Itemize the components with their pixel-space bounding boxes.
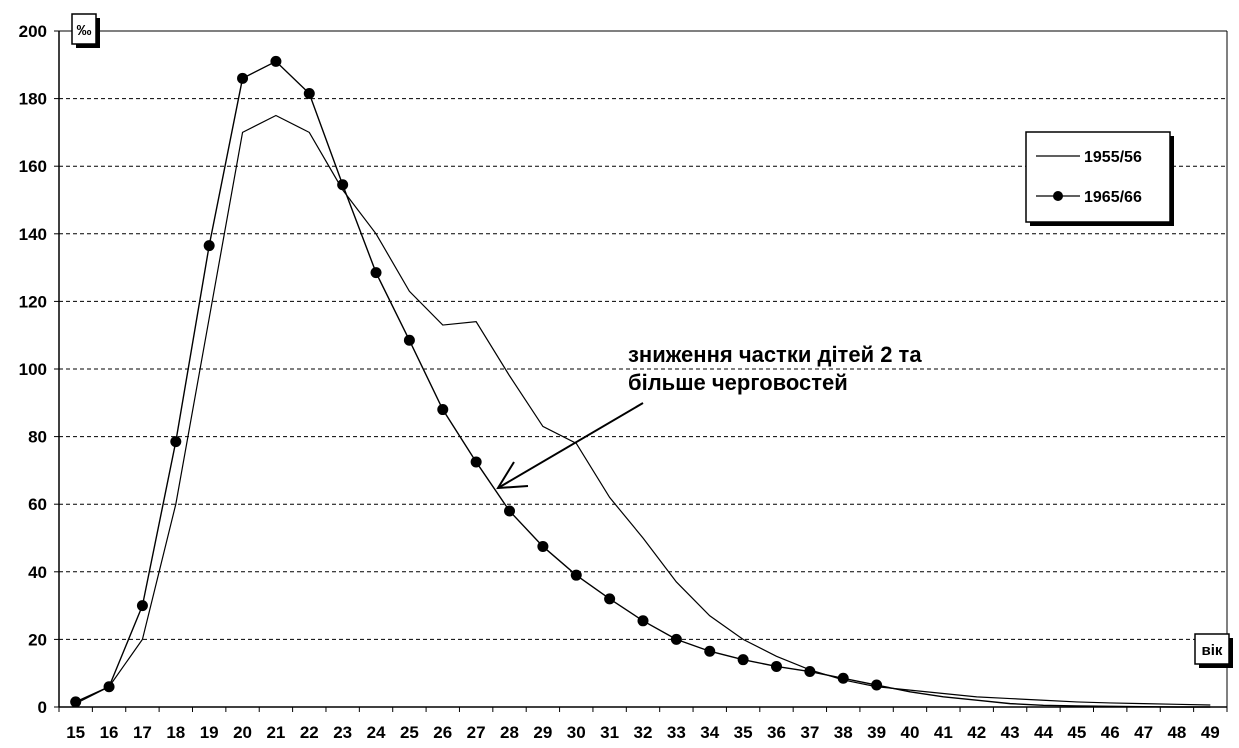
data-point — [170, 436, 182, 448]
legend-label-1955: 1955/56 — [1084, 149, 1142, 166]
data-point — [470, 456, 482, 468]
y-tick-labels: 0 20 40 60 80 100 120 140 160 180 200 — [19, 22, 47, 717]
annotation: зниження частки дітей 2 та більше чергов… — [496, 342, 922, 490]
axes — [54, 30, 1228, 712]
data-point — [70, 696, 82, 708]
legend-marker-1965 — [1053, 191, 1063, 201]
y-tick-label: 160 — [19, 157, 47, 176]
data-point — [837, 672, 849, 684]
x-unit-label: вік — [1202, 642, 1223, 659]
data-point — [537, 540, 549, 552]
x-tick-label: 19 — [200, 723, 219, 742]
x-tick-label: 25 — [400, 723, 419, 742]
x-tick-label: 16 — [100, 723, 119, 742]
x-tick-label: 33 — [667, 723, 686, 742]
x-tick-label: 21 — [266, 723, 285, 742]
data-point — [370, 267, 382, 279]
data-point — [403, 334, 415, 346]
y-tick-label: 180 — [19, 90, 47, 109]
data-point — [337, 179, 349, 191]
x-tick-label: 15 — [66, 723, 85, 742]
data-point — [136, 600, 148, 612]
x-tick-label: 20 — [233, 723, 252, 742]
x-tick-label: 42 — [967, 723, 986, 742]
annotation-arrow — [497, 402, 644, 489]
y-tick-label: 20 — [28, 630, 47, 649]
x-tick-labels: 15 16 17 18 19 20 21 22 23 24 25 26 27 28 29 30 31 32 33 34… — [66, 723, 1220, 742]
data-point — [270, 55, 282, 67]
data-point — [437, 404, 449, 416]
series-lines — [70, 55, 1211, 708]
x-tick-label: 18 — [166, 723, 185, 742]
x-unit-box: вік — [1194, 633, 1233, 668]
data-point — [770, 660, 782, 672]
x-tick-label: 26 — [433, 723, 452, 742]
annotation-arrowhead — [496, 461, 529, 490]
x-tick-label: 48 — [1167, 723, 1186, 742]
y-tick-label: 140 — [19, 225, 47, 244]
y-tick-label: 100 — [19, 360, 47, 379]
x-tick-label: 49 — [1201, 723, 1220, 742]
x-tick-label: 43 — [1001, 723, 1020, 742]
y-tick-label: 80 — [28, 428, 47, 447]
x-tick-label: 36 — [767, 723, 786, 742]
data-point — [203, 240, 215, 252]
x-tick-label: 23 — [333, 723, 352, 742]
data-point — [871, 679, 883, 691]
y-tick-label: 120 — [19, 292, 47, 311]
data-point — [303, 88, 315, 100]
data-point — [604, 593, 616, 605]
x-tick-label: 22 — [300, 723, 319, 742]
x-tick-label: 41 — [934, 723, 953, 742]
data-point — [637, 615, 649, 627]
y-tick-label: 0 — [38, 698, 47, 717]
x-tick-label: 32 — [634, 723, 653, 742]
y-unit-label: ‰ — [77, 22, 92, 39]
data-point — [103, 681, 115, 693]
data-point — [670, 633, 682, 645]
x-tick-label: 28 — [500, 723, 519, 742]
data-point — [737, 654, 749, 666]
x-tick-label: 24 — [367, 723, 386, 742]
data-point — [704, 645, 716, 657]
data-point — [804, 666, 816, 678]
x-tick-label: 17 — [133, 723, 152, 742]
x-tick-label: 47 — [1134, 723, 1153, 742]
x-tick-label: 37 — [800, 723, 819, 742]
data-point — [504, 505, 516, 517]
x-tick-label: 46 — [1101, 723, 1120, 742]
y-unit-box: ‰ — [71, 13, 100, 48]
legend-label-1965: 1965/66 — [1084, 189, 1142, 206]
x-tick-label: 38 — [834, 723, 853, 742]
annotation-line-1: зниження частки дітей 2 та — [628, 342, 922, 367]
x-tick-label: 30 — [567, 723, 586, 742]
x-tick-label: 31 — [600, 723, 619, 742]
x-tick-label: 34 — [700, 723, 719, 742]
x-tick-label: 35 — [734, 723, 753, 742]
y-tick-label: 40 — [28, 563, 47, 582]
x-tick-label: 29 — [533, 723, 552, 742]
legend: 1955/56 1965/66 — [1025, 131, 1174, 226]
x-tick-label: 39 — [867, 723, 886, 742]
data-point — [570, 569, 582, 581]
series-line-1955-56 — [75, 114, 1211, 706]
y-tick-label: 60 — [28, 495, 47, 514]
x-tick-label: 40 — [901, 723, 920, 742]
y-tick-label: 200 — [19, 22, 47, 41]
x-tick-label: 44 — [1034, 723, 1053, 742]
data-point — [237, 72, 249, 84]
annotation-line-2: більше черговостей — [628, 370, 848, 395]
x-tick-label: 45 — [1067, 723, 1086, 742]
x-tick-label: 27 — [467, 723, 486, 742]
